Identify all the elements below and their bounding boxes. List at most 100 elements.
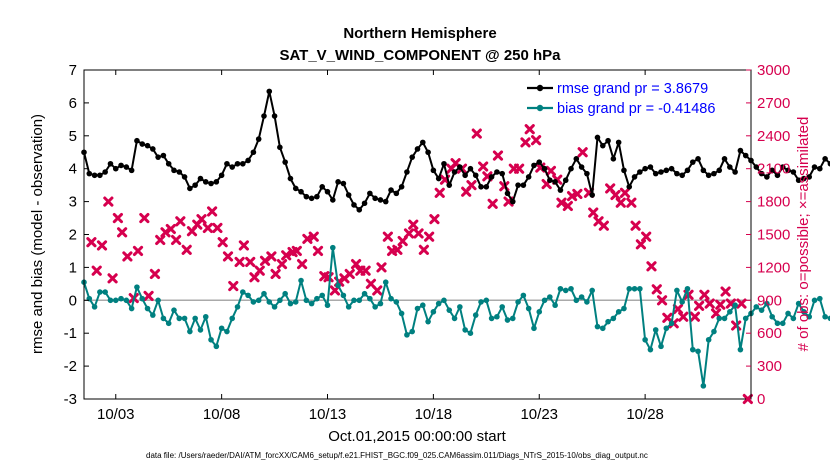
obs-assimilated-marker: [598, 220, 609, 231]
chart-subtitle: SAT_V_WIND_COMPONENT @ 250 hPa: [279, 47, 561, 64]
obs-assimilated-marker: [656, 295, 668, 306]
bias-data-point: [271, 304, 278, 310]
rmse-data-point: [404, 169, 410, 175]
obs-assimilated-marker: [478, 161, 489, 172]
chart-title: Northern Hemisphere: [343, 25, 496, 42]
obs-assimilated-marker: [471, 128, 482, 139]
rmse-data-point: [499, 170, 505, 177]
rmse-data-point: [557, 187, 564, 193]
bias-data-point: [425, 318, 431, 325]
rmse-data-point: [451, 169, 458, 175]
rmse-data-point: [790, 169, 797, 175]
bias-data-point: [642, 336, 648, 343]
rmse-data-point: [150, 146, 156, 152]
bias-data-point: [377, 300, 384, 307]
rmse-data-point: [637, 169, 643, 175]
rmse-data-point: [721, 156, 728, 162]
rmse-data-point: [192, 182, 198, 188]
rmse-data-point: [541, 165, 548, 172]
bias-data-point: [197, 327, 204, 333]
rmse-data-point: [631, 174, 638, 180]
bias-data-point: [409, 328, 416, 335]
obs-assimilated-marker: [234, 256, 245, 268]
rmse-data-point: [758, 170, 765, 177]
rmse-data-point: [340, 180, 347, 187]
bias-data-point: [769, 313, 775, 320]
obs-assimilated-marker: [344, 268, 355, 280]
y-tick-label: -1: [64, 325, 77, 342]
obs-assimilated-marker: [212, 222, 223, 234]
bias-data-point: [298, 277, 304, 284]
rmse-data-point: [409, 154, 416, 160]
rmse-data-point: [737, 147, 744, 154]
x-tick-label: 10/23: [520, 406, 558, 423]
bias-data-point: [192, 315, 198, 322]
rmse-data-point: [303, 193, 310, 200]
bias-data-point: [621, 305, 627, 312]
rmse-data-point: [165, 160, 172, 167]
bias-data-point: [515, 299, 521, 305]
rmse-data-point: [144, 142, 151, 149]
data-file-footer: data file: /Users/raeder/DAI/ATM_forcXX/…: [146, 451, 648, 460]
obs-assimilated-marker: [350, 259, 362, 270]
bias-data-point: [128, 305, 135, 312]
obs-assimilated-marker: [296, 259, 308, 270]
rmse-data-point: [589, 192, 595, 198]
obs-assimilated-marker: [530, 135, 542, 146]
x-tick-label: 10/18: [415, 406, 453, 423]
obs-assimilated-marker: [175, 216, 186, 227]
bias-data-point: [727, 309, 733, 315]
bias-data-point: [266, 299, 273, 305]
obs-assimilated-marker: [372, 285, 383, 296]
bias-data-point: [123, 297, 130, 304]
obs-assimilated-marker: [360, 265, 371, 276]
bias-data-point: [430, 309, 437, 315]
bias-data-point: [187, 328, 193, 335]
rmse-data-point: [695, 156, 701, 162]
bias-data-point: [356, 297, 363, 304]
rmse-data-point: [472, 172, 479, 179]
obs-assimilated-marker: [704, 298, 715, 309]
y-tick-label: 2: [69, 227, 77, 244]
rmse-data-point: [213, 179, 220, 185]
rmse-data-point: [621, 167, 627, 174]
rmse-data-point: [663, 167, 670, 174]
rmse-data-point: [197, 175, 204, 182]
x-tick-label: 10/08: [203, 406, 241, 423]
bias-data-point: [811, 297, 818, 304]
obs-assimilated-marker: [155, 234, 166, 246]
x-tick-label: 10/03: [97, 406, 135, 423]
rmse-data-point: [287, 175, 294, 182]
obs-assimilated-marker: [514, 163, 525, 174]
obs-assimilated-marker: [429, 214, 440, 225]
y-tick-label: 7: [69, 62, 77, 79]
obs-assimilated-marker: [132, 245, 144, 257]
bias-data-point: [388, 295, 394, 302]
bias-data-point: [367, 295, 373, 302]
rmse-data-point: [679, 172, 685, 179]
y-tick-label: 0: [69, 292, 77, 309]
rmse-data-point: [801, 175, 807, 182]
obs-assimilated-marker: [91, 265, 102, 276]
bias-data-point: [753, 304, 760, 310]
rmse-data-point: [605, 137, 611, 144]
bias-data-point: [637, 285, 643, 292]
obs-assimilated-marker: [270, 268, 281, 280]
bias-data-point: [451, 315, 458, 322]
rmse-data-point: [467, 165, 474, 172]
obs-assimilated-marker: [403, 228, 415, 239]
bias-data-point: [208, 336, 214, 343]
rmse-data-point: [282, 159, 288, 165]
obs-assimilated-marker: [291, 245, 302, 257]
obs-assimilated-marker: [165, 223, 176, 235]
rmse-data-point: [674, 170, 680, 177]
y-tick-label: 6: [69, 95, 77, 112]
rmse-data-point: [102, 169, 108, 175]
rmse-data-point: [240, 160, 246, 167]
obs-assimilated-marker: [181, 244, 192, 255]
obs-assimilated-marker: [720, 286, 731, 297]
rmse-data-point: [711, 170, 717, 177]
obs-assimilated-marker: [418, 244, 429, 255]
rmse-data-point: [292, 185, 299, 192]
bias-data-point: [160, 315, 167, 322]
